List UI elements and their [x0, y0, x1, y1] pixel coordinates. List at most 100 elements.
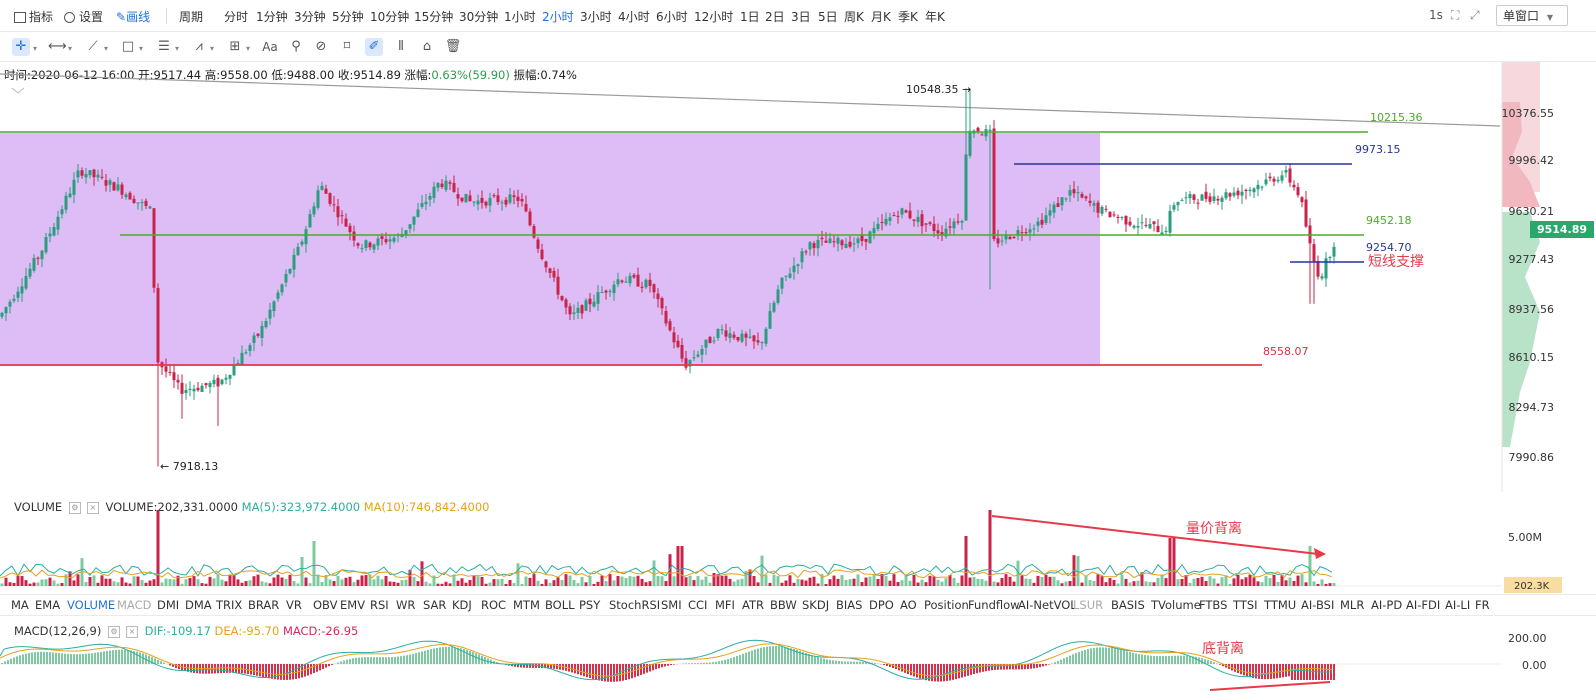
indicator-tab-position[interactable]: Position [924, 598, 969, 612]
period-3[interactable]: 5分钟 [332, 10, 364, 24]
indicator-tab-tvolume[interactable]: TVolume [1151, 598, 1201, 612]
indicator-tab-skdj[interactable]: SKDJ [802, 598, 830, 612]
indicator-tab-mtm[interactable]: MTM [513, 598, 540, 612]
indicator-tab-fundflow[interactable]: Fundflow [968, 598, 1020, 612]
caret-icon[interactable]: ▾ [246, 44, 251, 53]
indicator-tab-brar[interactable]: BRAR [248, 598, 280, 612]
indicator-tab-ai-bsi[interactable]: AI-BSI [1301, 598, 1335, 612]
indicator-tab-dpo[interactable]: DPO [869, 598, 894, 612]
indicator-tab-bbw[interactable]: BBW [770, 598, 797, 612]
pattern-icon[interactable]: ⫴ [398, 39, 404, 54]
indicator-tab-ftbs[interactable]: FTBS [1199, 598, 1228, 612]
indicator-tab-mlr[interactable]: MLR [1340, 598, 1365, 612]
indicator-tab-ai-netvol[interactable]: AI-NetVOL [1018, 598, 1077, 612]
window-select[interactable]: 单窗口 ▼ [1496, 5, 1568, 26]
period-11[interactable]: 6小时 [656, 10, 688, 24]
period-12[interactable]: 12小时 [694, 10, 734, 24]
lock-icon[interactable]: ⌂ [422, 39, 432, 54]
parallel-lines-icon[interactable]: ☰ [158, 39, 170, 54]
price-chart[interactable]: 10215.36 9973.15 9452.18 9254.70 8558.07 短线支撑… [0, 62, 1596, 492]
wave-icon[interactable]: ⩘ [195, 39, 203, 54]
indicator-tab-emv[interactable]: EMV [340, 598, 366, 612]
indicator-tab-ttsi[interactable]: TTSI [1233, 598, 1258, 612]
indicator-tab-ai-li[interactable]: AI-LI [1445, 598, 1471, 612]
text-icon[interactable]: Aa [262, 40, 278, 54]
pen-icon[interactable]: ✐ [365, 38, 383, 56]
period-7[interactable]: 1小时 [504, 10, 536, 24]
period-16[interactable]: 5日 [818, 10, 838, 24]
indicator-tab-bias[interactable]: BIAS [836, 598, 863, 612]
expand-icon[interactable]: ⤢ [1470, 8, 1480, 22]
indicator-tab-sar[interactable]: SAR [423, 598, 447, 612]
rectangle-icon[interactable]: □ [121, 39, 135, 54]
ruler-icon[interactable]: ⌑ [343, 39, 351, 54]
settings-icon[interactable]: ⚙ [68, 501, 81, 514]
trend-line-icon[interactable]: ⟋ [88, 39, 98, 54]
indicator-tab-lsur[interactable]: LSUR [1073, 598, 1104, 612]
macd-chart[interactable]: 底背离 200.00 0.00 [0, 616, 1596, 695]
caret-icon[interactable]: ▾ [33, 44, 38, 53]
period-5[interactable]: 15分钟 [414, 10, 454, 24]
settings-icon[interactable]: ⚙ [108, 625, 120, 638]
indicator-tab-wr[interactable]: WR [396, 598, 416, 612]
period-15[interactable]: 3日 [791, 10, 811, 24]
indicator-tab-cci[interactable]: CCI [688, 598, 708, 612]
draw-button[interactable]: ✎画线 [116, 8, 150, 25]
period-17[interactable]: 周K [844, 10, 864, 24]
indicator-tab-dma[interactable]: DMA [185, 598, 212, 612]
indicator-tab-vr[interactable]: VR [286, 598, 302, 612]
caret-icon[interactable]: ▾ [210, 44, 215, 53]
indicator-tab-obv[interactable]: OBV [313, 598, 338, 612]
indicator-tab-ai-pd[interactable]: AI-PD [1371, 598, 1403, 612]
indicator-tab-smi[interactable]: SMI [661, 598, 682, 612]
indicator-tab-atr[interactable]: ATR [742, 598, 764, 612]
horizontal-line-icon[interactable]: ⟷ [48, 39, 67, 54]
trash-icon[interactable]: 🗑 [444, 39, 462, 54]
indicator-tab-ao[interactable]: AO [900, 598, 917, 612]
close-icon[interactable]: × [126, 625, 138, 638]
measure-icon[interactable]: ⊞ [229, 39, 241, 54]
indicator-tab-ma[interactable]: MA [11, 598, 29, 612]
fullscreen-icon[interactable]: ⛶ [1451, 8, 1460, 22]
caret-icon[interactable]: ▾ [104, 44, 109, 53]
indicator-tab-stochrsi[interactable]: StochRSI [609, 598, 661, 612]
indicator-tab-ttmu[interactable]: TTMU [1264, 598, 1297, 612]
period-1[interactable]: 1分钟 [256, 10, 288, 24]
indicator-tab-ai-fdi[interactable]: AI-FDI [1406, 598, 1441, 612]
indicator-tab-mfi[interactable]: MFI [715, 598, 735, 612]
refresh-interval[interactable]: 1s [1429, 8, 1443, 22]
fib-icon[interactable]: ⚲ [291, 39, 301, 54]
period-18[interactable]: 月K [871, 10, 891, 24]
indicator-tab-basis[interactable]: BASIS [1111, 598, 1145, 612]
period-13[interactable]: 1日 [740, 10, 760, 24]
caret-icon[interactable]: ▾ [175, 44, 180, 53]
settings-button[interactable]: 设置 [64, 8, 103, 25]
caret-icon[interactable]: ▾ [68, 44, 73, 53]
indicator-tab-ema[interactable]: EMA [35, 598, 61, 612]
period-6[interactable]: 30分钟 [459, 10, 499, 24]
volume-chart[interactable]: 量价背离 5.00M 202.3K [0, 492, 1596, 594]
period-14[interactable]: 2日 [765, 10, 785, 24]
period-2[interactable]: 3分钟 [294, 10, 326, 24]
close-icon[interactable]: × [86, 501, 99, 514]
period-9[interactable]: 3小时 [580, 10, 612, 24]
period-8[interactable]: 2小时 [542, 10, 574, 24]
crosshair-icon[interactable]: ✛ [12, 38, 30, 56]
indicator-button[interactable]: 指标 [14, 8, 53, 25]
period-4[interactable]: 10分钟 [370, 10, 410, 24]
period-0[interactable]: 分时 [224, 10, 249, 24]
caret-icon[interactable]: ▾ [139, 44, 144, 53]
indicator-tab-macd[interactable]: MACD [117, 598, 152, 612]
period-10[interactable]: 4小时 [618, 10, 650, 24]
indicator-tab-volume[interactable]: VOLUME [67, 598, 116, 612]
indicator-tab-dmi[interactable]: DMI [157, 598, 180, 612]
indicator-tab-trix[interactable]: TRIX [216, 598, 243, 612]
indicator-tab-boll[interactable]: BOLL [545, 598, 575, 612]
indicator-tab-roc[interactable]: ROC [481, 598, 507, 612]
indicator-tab-fr[interactable]: FR [1475, 598, 1490, 612]
period-20[interactable]: 年K [925, 10, 945, 24]
period-19[interactable]: 季K [898, 10, 918, 24]
indicator-tab-kdj[interactable]: KDJ [452, 598, 472, 612]
indicator-tab-psy[interactable]: PSY [579, 598, 601, 612]
indicator-tab-rsi[interactable]: RSI [370, 598, 389, 612]
